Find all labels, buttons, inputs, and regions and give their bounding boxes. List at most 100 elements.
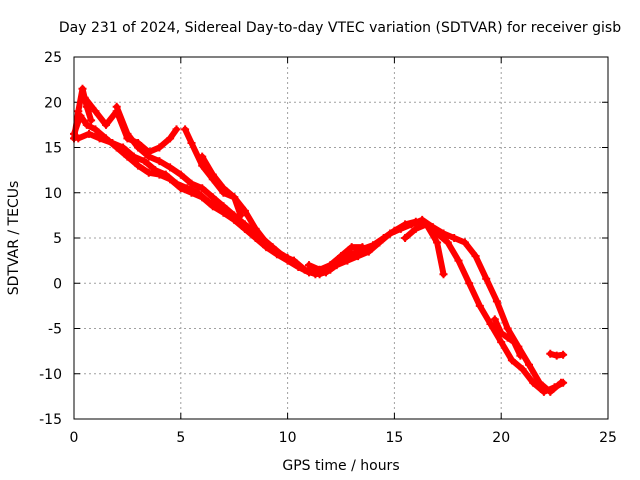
data-point-plus: [251, 224, 260, 233]
data-point-plus: [337, 252, 345, 261]
data-point-plus: [176, 170, 185, 179]
data-point-plus: [172, 179, 181, 188]
data-point-plus: [95, 134, 104, 143]
x-tick-label: 20: [492, 430, 510, 446]
data-point-plus: [87, 116, 96, 125]
data-point-plus: [433, 238, 442, 247]
data-point-plus: [140, 157, 149, 166]
data-point-plus: [198, 152, 207, 161]
plot-frame: [73, 56, 609, 420]
data-point-plus: [497, 329, 506, 337]
series-line: [81, 94, 180, 155]
data-point-plus: [193, 188, 202, 197]
data-point-plus: [535, 378, 544, 387]
data-point-plus: [283, 253, 292, 262]
data-point-plus: [482, 274, 491, 283]
data-point-plus: [240, 206, 249, 215]
data-point-plus: [82, 102, 91, 111]
data-point-plus: [557, 378, 565, 387]
data-point-plus: [411, 224, 420, 233]
data-point-plus: [166, 163, 175, 172]
data-point-plus: [546, 387, 555, 396]
x-tick-label: 25: [599, 430, 617, 446]
data-point-plus: [204, 197, 213, 206]
grid-layer: [74, 57, 608, 419]
data-point-plus: [407, 220, 416, 229]
data-point-plus: [108, 139, 117, 147]
data-point-plus: [546, 349, 555, 358]
y-tick-label: 10: [44, 186, 62, 202]
data-point-plus: [559, 350, 568, 359]
tick-layer: 0 5 10 15 20 25 -15 -10 -5 0 5 10 15 20 25: [39, 50, 617, 446]
data-point-plus: [208, 193, 217, 202]
data-point-plus: [358, 243, 367, 252]
data-point-plus: [74, 107, 83, 116]
y-tick-label: -15: [39, 412, 62, 428]
series-10: [546, 349, 568, 360]
data-point-plus: [375, 238, 384, 247]
data-point-plus: [272, 247, 281, 256]
data-point-plus: [161, 170, 170, 179]
data-point-plus: [112, 102, 121, 111]
data-point-plus: [450, 234, 459, 242]
data-point-plus: [102, 120, 110, 129]
data-point-plus: [343, 256, 352, 265]
y-tick-label: -10: [39, 367, 62, 383]
data-point-plus: [507, 356, 516, 365]
series-9: [490, 315, 525, 360]
data-point-plus: [134, 143, 143, 152]
y-tick-label: 20: [44, 95, 62, 111]
y-tick-label: 15: [44, 141, 62, 157]
data-point-plus: [516, 351, 525, 360]
data-point-plus: [219, 184, 228, 193]
data-point-plus: [155, 157, 164, 166]
y-tick-label: -5: [48, 322, 62, 338]
data-point-plus: [422, 220, 431, 229]
data-point-plus: [439, 229, 448, 238]
data-point-plus: [471, 252, 480, 261]
y-axis-label: SDTVAR / TECUs: [6, 181, 22, 296]
data-point-plus: [364, 247, 373, 256]
data-point-plus: [326, 261, 335, 270]
data-point-plus: [510, 338, 518, 347]
x-tick-label: 15: [385, 430, 403, 446]
x-tick-label: 0: [70, 430, 79, 446]
data-point-plus: [386, 229, 395, 238]
data-point-plus: [230, 211, 239, 220]
x-tick-label: 5: [176, 430, 185, 446]
data-point-plus: [497, 338, 506, 347]
data-point-plus: [311, 270, 320, 279]
data-point-plus: [151, 166, 160, 175]
data-point-plus: [518, 365, 527, 374]
data-point-plus: [82, 120, 91, 129]
series-8: [401, 220, 448, 279]
data-point-plus: [290, 256, 298, 265]
data-point-plus: [230, 193, 239, 202]
data-point-plus: [240, 220, 249, 229]
data-point-plus: [123, 129, 132, 138]
x-axis-label: GPS time / hours: [282, 458, 399, 474]
data-point-plus: [396, 224, 405, 233]
data-point-plus: [187, 139, 196, 147]
data-point-plus: [439, 270, 448, 279]
data-point-plus: [208, 170, 217, 179]
series-11: [70, 84, 96, 143]
data-point-plus: [155, 143, 164, 152]
data-point-plus: [134, 161, 143, 170]
data-point-plus: [443, 238, 452, 247]
data-point-plus: [347, 243, 356, 252]
data-point-plus: [354, 252, 363, 261]
data-point-plus: [91, 107, 100, 116]
data-point-plus: [475, 301, 484, 310]
data-point-plus: [418, 215, 427, 224]
series-3: [80, 93, 181, 156]
series-line: [75, 130, 564, 395]
data-point-plus: [78, 84, 87, 93]
data-point-plus: [181, 125, 190, 134]
y-tick-label: 5: [53, 231, 62, 247]
data-point-plus: [525, 360, 533, 369]
data-point-plus: [198, 184, 207, 193]
data-point-plus: [503, 333, 512, 342]
data-point-plus: [401, 234, 410, 242]
